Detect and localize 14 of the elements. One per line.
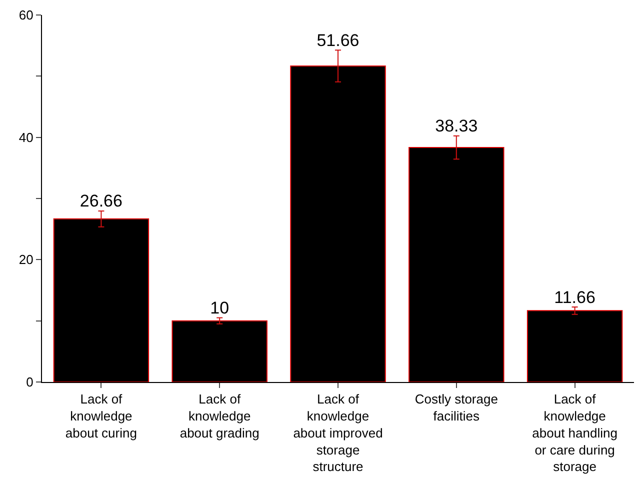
x-tick-label: Lack of knowledge about handling or care during storage <box>532 392 618 474</box>
data-label: 26.66 <box>80 192 122 211</box>
x-tick-label: Lack of knowledge about improved storage structure <box>293 392 383 474</box>
data-label: 10 <box>210 298 230 318</box>
y-tick-label: 60 <box>18 8 34 23</box>
y-tick-label: 20 <box>18 252 34 268</box>
data-label: 38.33 <box>435 116 478 136</box>
y-tick-label: 0 <box>26 374 34 390</box>
y-tick-label: 40 <box>18 130 34 145</box>
x-tick-label: Costly storage facilities <box>414 392 498 424</box>
x-tick-label: Lack of knowledge about grading <box>180 392 260 440</box>
data-label: 11.66 <box>554 288 596 307</box>
x-tick-label: Lack of knowledge about curing <box>65 392 137 440</box>
data-label: 51.66 <box>316 30 360 50</box>
